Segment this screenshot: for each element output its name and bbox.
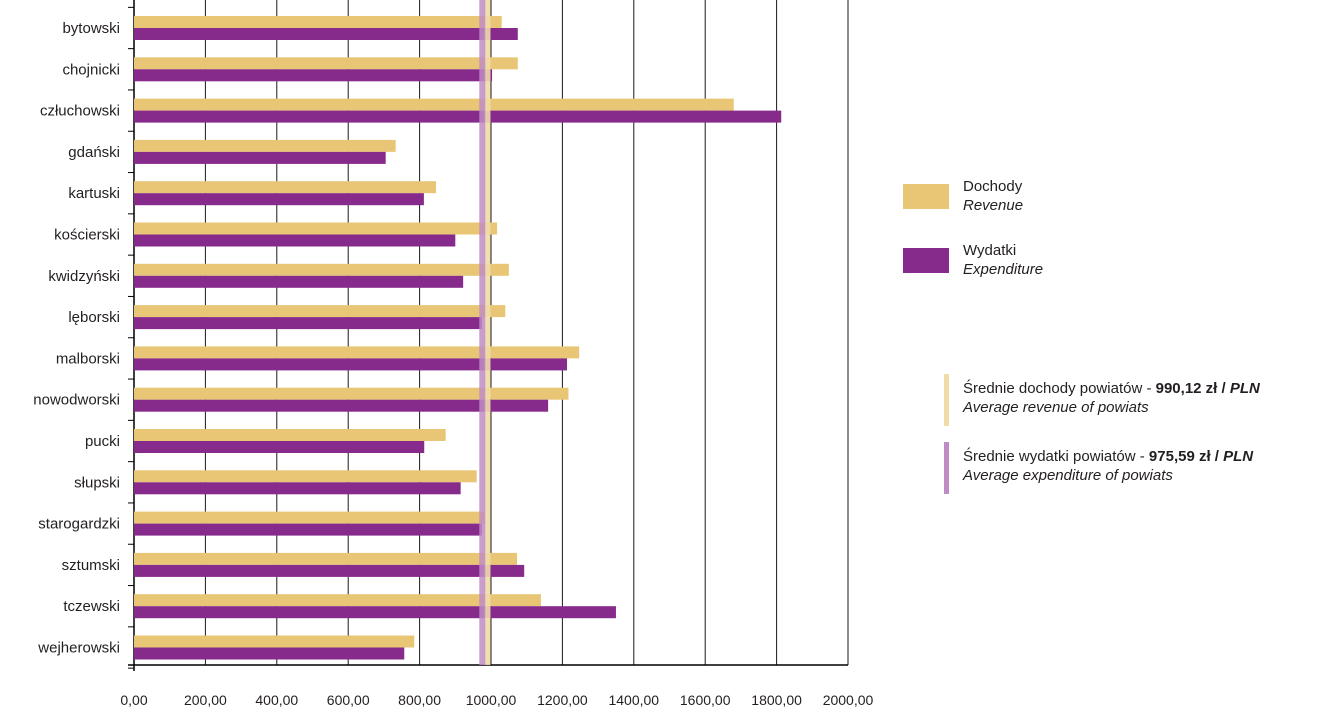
category-label: lęborski <box>68 309 120 326</box>
x-tick-label: 2000,00 <box>823 692 874 708</box>
category-label: nowodworski <box>33 392 120 409</box>
expenditure-bar <box>134 193 424 206</box>
expenditure-bar <box>134 317 483 330</box>
legend-avg-expenditure-label: Średnie wydatki powiatów - 975,59 zł / P… <box>963 448 1254 465</box>
category-label: malborski <box>56 350 120 367</box>
expenditure-bar <box>134 647 405 660</box>
avg-expenditure-line <box>479 0 486 665</box>
x-tick-label: 1200,00 <box>537 692 588 708</box>
legend-revenue-label: Dochody <box>963 178 1023 195</box>
x-tick-label: 1800,00 <box>751 692 802 708</box>
revenue-bar <box>134 511 486 524</box>
expenditure-bar <box>134 358 568 371</box>
x-tick-label: 800,00 <box>398 692 441 708</box>
category-label: gdański <box>68 144 120 161</box>
expenditure-bar <box>134 110 782 123</box>
legend-expenditure-swatch <box>903 248 949 273</box>
category-label: człuchowski <box>40 103 120 120</box>
avg-revenue-line <box>484 0 491 665</box>
category-label: bytowski <box>62 20 120 37</box>
legend-expenditure-label: Wydatki <box>963 242 1017 259</box>
expenditure-bar <box>134 69 493 82</box>
revenue-bar <box>134 139 396 152</box>
revenue-bar <box>134 16 502 28</box>
revenue-bar <box>134 305 506 318</box>
bar-chart: bytowski chojnicki człuchowski gdański kartu… <box>33 0 874 708</box>
expenditure-bar <box>134 399 549 412</box>
revenue-bar <box>134 346 580 359</box>
revenue-bar <box>134 635 415 648</box>
revenue-bar <box>134 429 446 441</box>
legend-expenditure-label-en: Expenditure <box>963 261 1044 278</box>
revenue-bar <box>134 387 569 400</box>
category-label: wejherowski <box>37 640 120 657</box>
revenue-bar <box>134 57 518 70</box>
category-label: sztumski <box>62 557 120 574</box>
revenue-bar <box>134 222 498 235</box>
legend-revenue-swatch <box>903 184 949 209</box>
category-label: tczewski <box>63 598 120 615</box>
revenue-bar <box>134 98 734 111</box>
revenue-bar <box>134 594 541 607</box>
expenditure-bar <box>134 523 483 536</box>
x-tick-label: 600,00 <box>327 692 370 708</box>
expenditure-bar <box>134 482 461 495</box>
x-tick-label: 0,00 <box>120 692 147 708</box>
expenditure-bar <box>134 441 425 453</box>
x-tick-label: 1600,00 <box>680 692 731 708</box>
expenditure-bar <box>134 275 464 288</box>
legend-avg-expenditure-swatch <box>944 442 949 494</box>
x-tick-label: 400,00 <box>255 692 298 708</box>
revenue-bar <box>134 552 518 565</box>
category-label: starogardzki <box>38 516 120 533</box>
expenditure-bar <box>134 564 525 577</box>
category-label: pucki <box>85 433 120 450</box>
category-label: słupski <box>74 474 120 491</box>
revenue-bar <box>134 181 437 194</box>
category-label: kartuski <box>68 185 120 202</box>
legend-avg-expenditure-label-en: Average expenditure of powiats <box>963 467 1173 484</box>
category-label: chojnicki <box>62 61 120 78</box>
legend-revenue-label-en: Revenue <box>963 197 1024 214</box>
x-tick-label: 1400,00 <box>608 692 659 708</box>
expenditure-bar <box>134 151 386 164</box>
x-tick-label: 200,00 <box>184 692 227 708</box>
expenditure-bar <box>134 606 616 619</box>
expenditure-bar <box>134 234 456 247</box>
legend-avg-revenue-label: Średnie dochody powiatów - 990,12 zł / P… <box>963 380 1260 397</box>
revenue-bar <box>134 263 509 276</box>
category-label: kościerski <box>54 227 120 244</box>
legend-avg-revenue-swatch <box>944 374 949 426</box>
x-tick-label: 1000,00 <box>466 692 517 708</box>
category-label: kwidzyński <box>48 268 120 285</box>
expenditure-bar <box>134 28 518 40</box>
revenue-bar <box>134 470 477 483</box>
legend-avg-revenue-label-en: Average revenue of powiats <box>963 399 1149 416</box>
